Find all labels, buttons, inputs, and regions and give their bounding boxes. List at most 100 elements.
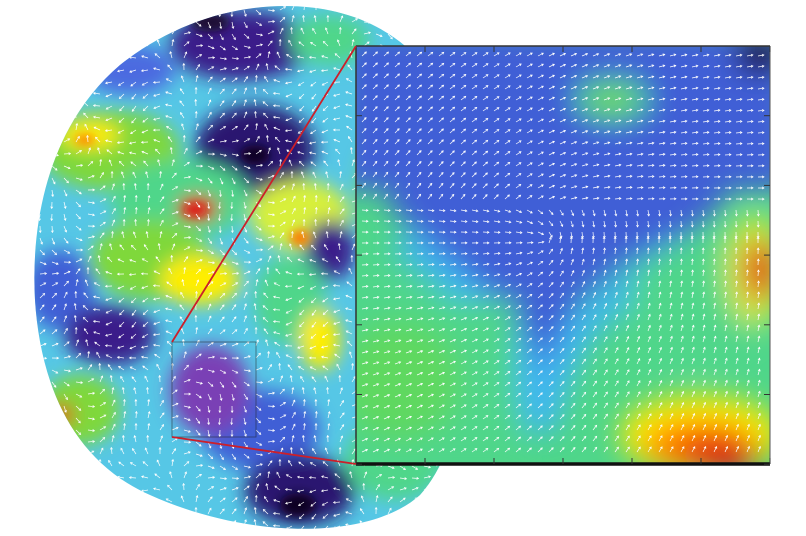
vector-arrowhead	[429, 193, 433, 197]
vector-arrow	[691, 87, 698, 90]
vector-arrowhead	[463, 84, 467, 88]
vector-arrow	[286, 105, 293, 110]
vector-arrow	[291, 183, 295, 191]
vector-arrow	[264, 124, 269, 131]
vector-arrowhead	[745, 236, 749, 240]
vector-arrowhead	[109, 374, 113, 378]
vector-arrow	[405, 274, 412, 277]
vector-arrow	[592, 53, 599, 57]
vector-arrowhead	[429, 161, 433, 164]
vector-arrowhead	[311, 516, 315, 520]
vector-arrow	[351, 448, 357, 455]
vector-arrow	[323, 309, 329, 315]
vector-arrowhead	[550, 212, 554, 216]
vector-arrowhead	[365, 230, 369, 234]
vector-arrow	[570, 248, 573, 255]
vector-arrow	[169, 51, 173, 59]
vector-arrowhead	[92, 20, 96, 24]
vector-arrowhead	[486, 241, 490, 245]
vector-arrow	[297, 258, 305, 263]
vector-arrowhead	[248, 465, 251, 469]
vector-arrow	[51, 77, 58, 83]
vector-arrow	[75, 393, 82, 398]
vector-arrowhead	[363, 182, 367, 186]
vector-arrowhead	[64, 229, 68, 233]
vector-arrow	[636, 142, 643, 145]
vector-arrowhead	[131, 313, 135, 316]
vector-arrowhead	[311, 324, 315, 328]
vector-arrowhead	[662, 64, 666, 68]
vector-arrowhead	[220, 241, 223, 245]
vector-arrowhead	[761, 120, 765, 124]
vector-arrow	[482, 107, 489, 112]
vector-arrow	[746, 280, 749, 288]
vector-arrowhead	[374, 139, 378, 142]
vector-arrowhead	[464, 262, 468, 266]
vector-arrowhead	[436, 483, 440, 487]
vector-arrow	[290, 447, 293, 455]
vector-arrow	[614, 281, 618, 288]
vector-arrowhead	[254, 110, 257, 114]
vector-arrowhead	[253, 506, 257, 510]
vector-arrow	[129, 259, 137, 263]
vector-arrowhead	[253, 86, 257, 90]
vector-arrowhead	[518, 63, 522, 67]
vector-arrow	[504, 183, 510, 189]
vector-arrow	[63, 225, 67, 233]
vector-arrow	[537, 85, 544, 90]
vector-arrowhead	[42, 497, 46, 501]
vector-arrow	[297, 141, 305, 144]
vector-arrowhead	[42, 88, 45, 92]
vector-arrow	[153, 297, 161, 300]
vector-arrow	[171, 211, 179, 215]
vector-arrowhead	[209, 328, 213, 332]
vector-arrowhead	[363, 95, 367, 98]
vector-arrow	[301, 231, 305, 239]
vector-arrow	[680, 258, 682, 266]
vector-arrowhead	[80, 453, 84, 457]
vector-arrow	[279, 402, 286, 407]
vector-arrowhead	[442, 263, 446, 266]
vector-arrowhead	[541, 232, 545, 236]
vector-arrowhead	[673, 75, 677, 79]
vector-arrowhead	[175, 186, 179, 189]
vector-arrow	[559, 270, 564, 277]
vector-arrowhead	[116, 272, 120, 276]
vector-arrowhead	[246, 36, 250, 39]
vector-arrowhead	[398, 295, 402, 299]
vector-arrow	[87, 471, 90, 479]
vector-arrow	[691, 98, 698, 101]
vector-arrowhead	[662, 130, 666, 134]
vector-arrowhead	[713, 280, 717, 284]
vector-arrowhead	[651, 86, 655, 90]
vector-arrowhead	[161, 196, 165, 199]
vector-arrow	[231, 140, 239, 143]
vector-arrowhead	[129, 287, 133, 290]
vector-arrowhead	[102, 388, 105, 392]
vector-arrow	[375, 484, 380, 491]
vector-arrow	[322, 117, 329, 123]
vector-arrowhead	[267, 50, 271, 54]
vector-arrowhead	[92, 224, 96, 228]
vector-arrow	[143, 525, 149, 529]
vector-arrow	[351, 159, 355, 167]
vector-arrow	[63, 441, 68, 448]
vector-arrow	[231, 477, 239, 479]
vector-arrowhead	[179, 88, 183, 91]
vector-arrowhead	[132, 529, 134, 531]
vector-arrow	[713, 76, 720, 79]
vector-arrowhead	[92, 235, 95, 239]
vector-arrow	[482, 74, 489, 79]
vector-arrow	[231, 177, 236, 184]
vector-arrowhead	[42, 168, 46, 171]
vector-arrow	[159, 231, 162, 239]
vector-arrowhead	[408, 73, 412, 77]
vector-arrow	[724, 76, 731, 79]
vector-arrowhead	[188, 189, 192, 193]
vector-arrowhead	[253, 518, 257, 522]
vector-arrow	[713, 143, 721, 145]
vector-arrowhead	[50, 218, 54, 222]
vector-arrowhead	[563, 52, 567, 56]
vector-arrowhead	[230, 410, 234, 414]
vector-arrowhead	[332, 128, 336, 132]
